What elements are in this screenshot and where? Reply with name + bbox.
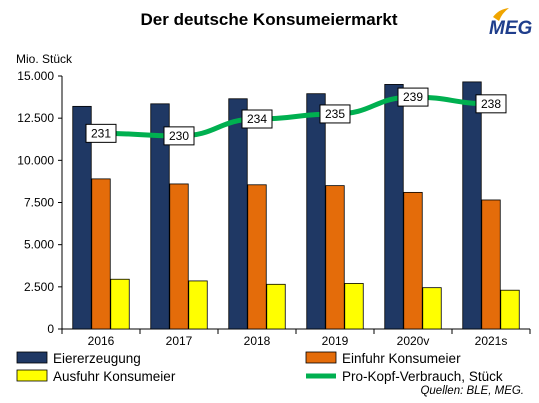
data-label: 231 <box>91 126 111 140</box>
bar <box>325 185 345 330</box>
x-tick-label: 2016 <box>88 334 115 348</box>
y-tick-label: 7.500 <box>24 196 54 210</box>
data-label: 238 <box>481 97 501 111</box>
x-tick-label: 2020v <box>397 334 430 348</box>
bar <box>188 280 208 330</box>
bar <box>247 184 267 330</box>
meg-logo: MEG <box>489 8 533 39</box>
bar <box>344 283 364 330</box>
legend-label: Eiererzeugung <box>53 351 141 366</box>
data-label: 230 <box>169 129 189 143</box>
source-note: Quellen: BLE, MEG. <box>420 385 524 397</box>
data-label-box <box>319 104 351 124</box>
y-tick-label: 5.000 <box>24 238 54 252</box>
y-axis-unit-label: Mio. Stück <box>16 52 73 66</box>
legend-label: Pro-Kopf-Verbrauch, Stück <box>342 369 503 384</box>
legend-label: Einfuhr Konsumeier <box>342 351 461 366</box>
bar <box>422 287 442 330</box>
x-tick-label: 2017 <box>166 334 193 348</box>
legend-swatch <box>16 369 48 382</box>
bar <box>150 103 170 330</box>
legend-swatch <box>305 351 337 364</box>
bar <box>500 289 520 330</box>
data-label-box <box>241 109 273 129</box>
y-tick-label: 10.000 <box>17 153 54 167</box>
bar <box>384 84 404 330</box>
bar <box>91 178 111 330</box>
plot-area: 0 2.500 5.000 7.500 10.000 12.500 15.000 2016 20… <box>17 69 531 348</box>
data-label-box <box>397 87 429 107</box>
bar <box>462 81 482 330</box>
bar <box>266 283 286 330</box>
x-tick-label: 2021s <box>475 334 508 348</box>
logo-text: MEG <box>489 18 533 39</box>
x-tick-label: 2018 <box>244 334 271 348</box>
x-tick-label: 2019 <box>322 334 349 348</box>
bar <box>306 93 326 330</box>
bar <box>481 199 501 330</box>
legend: Eiererzeugung Einfuhr Konsumeier Ausfuhr K… <box>16 351 503 384</box>
data-label-box <box>475 94 507 114</box>
bar <box>403 191 423 330</box>
bar <box>228 98 248 330</box>
y-tick-label: 2.500 <box>24 280 54 294</box>
legend-swatch <box>16 351 48 364</box>
data-label-box <box>85 123 117 143</box>
data-label: 239 <box>403 90 423 104</box>
chart-title: Der deutsche Konsumeiermarkt <box>141 10 398 29</box>
bar <box>169 183 189 330</box>
logo-swoosh <box>493 8 509 21</box>
legend-label: Ausfuhr Konsumeier <box>53 369 176 384</box>
data-label-box <box>163 126 195 146</box>
bar <box>72 105 92 330</box>
y-tick-label: 0 <box>47 322 54 336</box>
data-label: 234 <box>247 112 267 126</box>
bar <box>110 278 130 330</box>
y-tick-label: 12.500 <box>17 111 54 125</box>
data-label: 235 <box>325 107 345 121</box>
y-tick-label: 15.000 <box>17 69 54 83</box>
